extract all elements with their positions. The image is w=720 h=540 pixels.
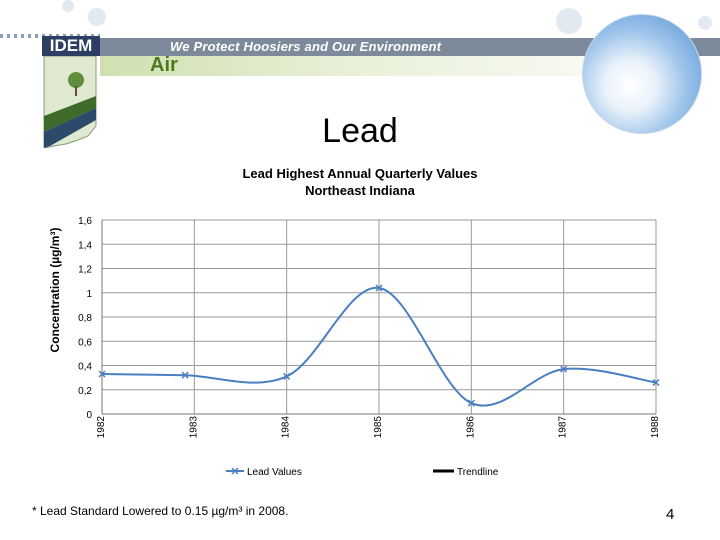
legend: Lead Values Trendline <box>226 467 499 478</box>
slogan-text: We Protect Hoosiers and Our Environment <box>170 39 442 54</box>
data-point-marker <box>467 399 475 407</box>
slogan-bar: We Protect Hoosiers and Our Environment <box>100 38 720 56</box>
x-tick-label: 1982 <box>96 416 107 439</box>
x-tick-label: 1985 <box>373 416 384 439</box>
y-tick-label: 1 <box>86 289 92 300</box>
y-tick-label: 0,2 <box>78 386 92 397</box>
chart-title: Lead Highest Annual Quarterly Values Nor… <box>160 165 560 199</box>
y-tick-label: 0,4 <box>78 362 92 373</box>
page-title: Lead <box>322 112 398 150</box>
decorative-bubble <box>62 0 74 12</box>
legend-marker <box>231 467 239 475</box>
chart-title-line-2: Northeast Indiana <box>305 183 415 198</box>
grid-lines <box>101 219 657 415</box>
x-tick-label: 1984 <box>281 416 292 439</box>
decorative-bubble <box>556 8 582 34</box>
data-point-marker <box>652 378 660 387</box>
x-tick-label: 1986 <box>465 416 476 439</box>
tick-labels: 0 0,2 0,4 0,6 0,8 1 1,2 1,4 1,6 1982 1983 1984 1985 1… <box>78 216 661 438</box>
legend-label-lead-values: Lead Values <box>247 467 302 478</box>
page-number: 4 <box>666 506 675 523</box>
section-bar <box>100 56 720 76</box>
x-tick-label: 1987 <box>558 416 569 439</box>
series-lines <box>98 284 660 407</box>
data-point-marker <box>283 372 291 380</box>
axes <box>101 220 656 415</box>
lead-line-chart: 0 0,2 0,4 0,6 0,8 1 1,2 1,4 1,6 1982 1983 1984 1985 1… <box>48 216 661 478</box>
y-tick-label: 1,2 <box>78 265 92 276</box>
y-tick-label: 0 <box>86 410 92 421</box>
footnote: * Lead Standard Lowered to 0.15 µg/m³ in… <box>32 504 289 518</box>
x-tick-label: 1983 <box>188 416 199 439</box>
decorative-bubble <box>88 8 106 26</box>
y-tick-label: 0,6 <box>78 337 92 348</box>
indiana-state-icon <box>43 56 97 148</box>
y-axis-label: Concentration (µg/m³) <box>48 228 62 353</box>
y-tick-label: 1,6 <box>78 216 92 227</box>
x-tick-label: 1988 <box>650 416 661 439</box>
data-point-marker <box>98 370 106 378</box>
data-point-marker <box>375 284 383 292</box>
data-point-marker <box>560 365 568 373</box>
sky-photo <box>582 14 702 134</box>
legend-label-trendline: Trendline <box>457 467 499 478</box>
idem-logo: IDEM <box>42 36 100 56</box>
section-label: Air <box>150 54 178 76</box>
y-tick-label: 1,4 <box>78 240 92 251</box>
decorative-bubble <box>698 16 712 30</box>
header-banner: We Protect Hoosiers and Our Environment … <box>0 0 720 150</box>
y-tick-label: 0,8 <box>78 313 92 324</box>
chart-title-line-1: Lead Highest Annual Quarterly Values <box>242 166 478 181</box>
data-point-marker <box>181 371 189 379</box>
